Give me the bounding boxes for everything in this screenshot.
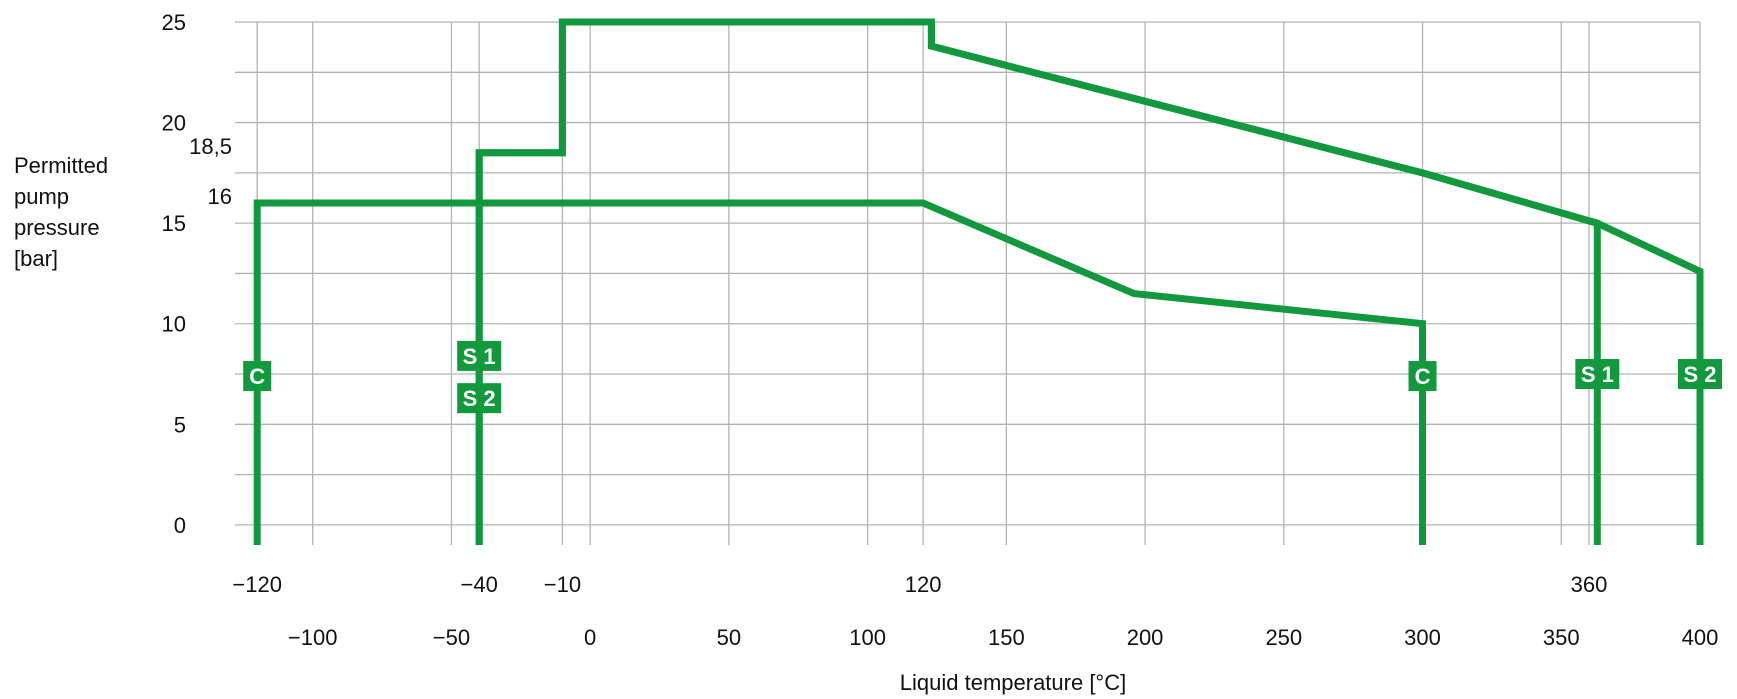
series-badge-box bbox=[1678, 359, 1722, 390]
x-tick-label-special: 360 bbox=[1571, 572, 1608, 597]
x-axis-label: Liquid temperature [°C] bbox=[900, 670, 1126, 695]
series-badge-s2: S 2 bbox=[1678, 359, 1722, 390]
x-tick-label: 200 bbox=[1127, 625, 1164, 650]
series-badge-text: C bbox=[1415, 364, 1431, 389]
x-tick-label-special: 120 bbox=[905, 572, 942, 597]
y-tick-label-special: 16 bbox=[208, 184, 232, 209]
x-tick-label: 50 bbox=[717, 625, 741, 650]
series-badge-text: C bbox=[249, 364, 265, 389]
tick-labels: 0 5 10 15 20 25 18,5 16 −120 −40 −10 120 360 −100 −50 0… bbox=[162, 10, 1719, 650]
x-tick-label: 150 bbox=[988, 625, 1025, 650]
x-tick-label: 400 bbox=[1682, 625, 1719, 650]
x-tick-label: 250 bbox=[1265, 625, 1302, 650]
series-badge-text: S 2 bbox=[1683, 362, 1716, 387]
series-lines bbox=[253, 18, 1704, 545]
grid bbox=[235, 21, 1701, 545]
series-line-s1 bbox=[475, 18, 1601, 545]
y-axis-label: Permitted pump pressure [bar] bbox=[14, 153, 109, 271]
y-tick-label: 10 bbox=[162, 312, 186, 337]
x-tick-label-special: −120 bbox=[232, 572, 282, 597]
x-tick-label: −50 bbox=[433, 625, 470, 650]
series-badge-box bbox=[1575, 359, 1620, 390]
series-badge-box bbox=[457, 340, 502, 371]
series-badge-text: S 2 bbox=[463, 386, 496, 411]
series-badge-box bbox=[457, 383, 502, 414]
series-badge-s2: S 2 bbox=[457, 383, 502, 414]
x-tick-label: −100 bbox=[288, 625, 338, 650]
y-tick-label: 15 bbox=[162, 211, 186, 236]
series-badge-s1: S 1 bbox=[1575, 359, 1620, 390]
y-tick-label: 20 bbox=[162, 111, 186, 136]
y-tick-label-special: 18,5 bbox=[189, 134, 232, 159]
series-badge-c: C bbox=[1408, 361, 1437, 392]
series-line-c bbox=[253, 199, 1426, 545]
y-tick-label: 5 bbox=[174, 412, 186, 437]
x-tick-label-special: −10 bbox=[544, 572, 581, 597]
x-tick-label-special: −40 bbox=[461, 572, 498, 597]
series-line-s2 bbox=[475, 18, 1704, 545]
series-badge-text: S 1 bbox=[463, 344, 496, 369]
y-tick-label: 25 bbox=[162, 10, 186, 35]
series-badge-box bbox=[1408, 361, 1437, 392]
y-tick-label: 0 bbox=[174, 513, 186, 538]
x-tick-label: 0 bbox=[584, 625, 596, 650]
series-badge-text: S 1 bbox=[1581, 362, 1614, 387]
series-badge-s1: S 1 bbox=[457, 340, 502, 371]
x-tick-label: 100 bbox=[849, 625, 886, 650]
series-badge-box bbox=[243, 361, 272, 392]
series-badge-c: C bbox=[243, 361, 272, 392]
x-tick-label: 300 bbox=[1404, 625, 1441, 650]
x-tick-label: 350 bbox=[1543, 625, 1580, 650]
series-labels: C C S 1 S 1 S 2 S 2 bbox=[243, 340, 1722, 414]
